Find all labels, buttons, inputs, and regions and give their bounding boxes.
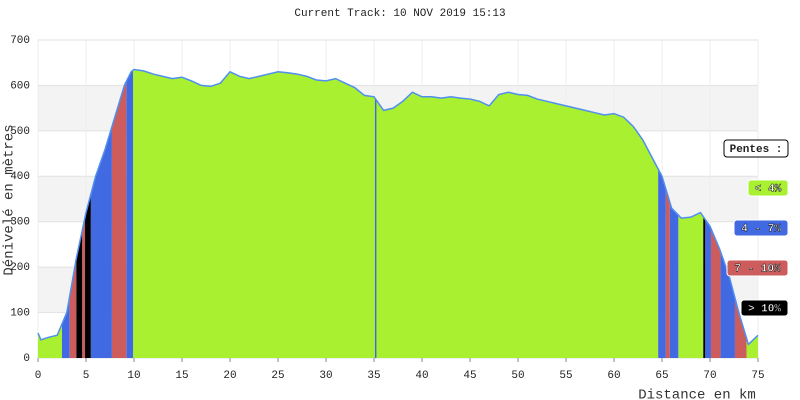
profile-line [37,68,759,346]
slope-segment [710,228,721,358]
x-tick-label: 40 [415,370,428,382]
slope-segment [720,251,735,358]
x-tick-label: 30 [319,370,332,382]
x-tick-label: 60 [607,370,620,382]
x-tick-label: 15 [175,370,188,382]
legend-swatch [747,179,789,197]
x-tick-label: 50 [511,370,524,382]
slope-segment [658,169,666,358]
x-tick-label: 0 [35,370,42,382]
slope-segment [374,98,377,359]
x-tick-label: 35 [367,370,380,382]
x-tick-label: 45 [463,370,476,382]
slope-segment [678,212,704,358]
slope-segment [69,258,77,358]
slope-segment [665,189,670,358]
x-tick-label: 5 [83,370,90,382]
slope-segment [62,296,70,358]
y-tick-label: 0 [23,353,30,365]
legend-label: 7 - 10% [734,263,781,275]
slope-segment [111,81,127,358]
y-tick-label: 700 [10,35,30,47]
y-tick-label: 400 [10,171,30,183]
slope-segment [734,298,747,358]
slope-segment [82,217,86,358]
legend-label: > 10% [748,303,781,315]
slope-segment [90,126,112,358]
slope-segment [705,219,711,358]
x-tick-label: 70 [703,370,716,382]
y-tick-label: 200 [10,262,30,274]
x-tick-label: 65 [655,370,668,382]
chart-title: Current Track: 10 NOV 2019 15:13 [294,8,505,20]
x-axis-title: Distance en km [638,388,756,400]
x-tick-label: 10 [127,370,140,382]
legend-label: < 4% [755,183,782,195]
x-tick-label: 25 [271,370,284,382]
x-tick-label: 20 [223,370,236,382]
slope-segment [746,335,758,358]
slope-segment [126,70,134,359]
legend-title-box [723,139,789,158]
legend-title: Pentes : [730,144,783,156]
axes: 0 100 200 300 400 500 600 700 0 5 10 15 20 25 30 35 40 45… [10,35,764,382]
y-tick-label: 500 [10,126,30,138]
legend-swatch [726,259,789,277]
x-tick-label: 55 [559,370,572,382]
legend-label: 4 - 7% [741,223,781,235]
legend-swatch [733,219,789,237]
y-tick-label: 600 [10,80,30,92]
slope-segment [133,69,659,359]
y-tick-label: 300 [10,217,30,229]
x-tick-label: 75 [751,370,764,382]
slope-segment [703,216,706,358]
profile-areas [37,68,759,359]
slope-segment [85,194,91,358]
slope-segment [669,201,679,358]
legend-swatch [740,299,789,317]
y-axis-title: Dénivelé en mètres [2,124,18,275]
legend: Pentes : < 4% 4 - 7% 7 - 10% > 10% [723,139,789,317]
slope-segment [38,323,62,358]
slope-segment [76,230,83,358]
y-tick-label: 100 [10,307,30,319]
